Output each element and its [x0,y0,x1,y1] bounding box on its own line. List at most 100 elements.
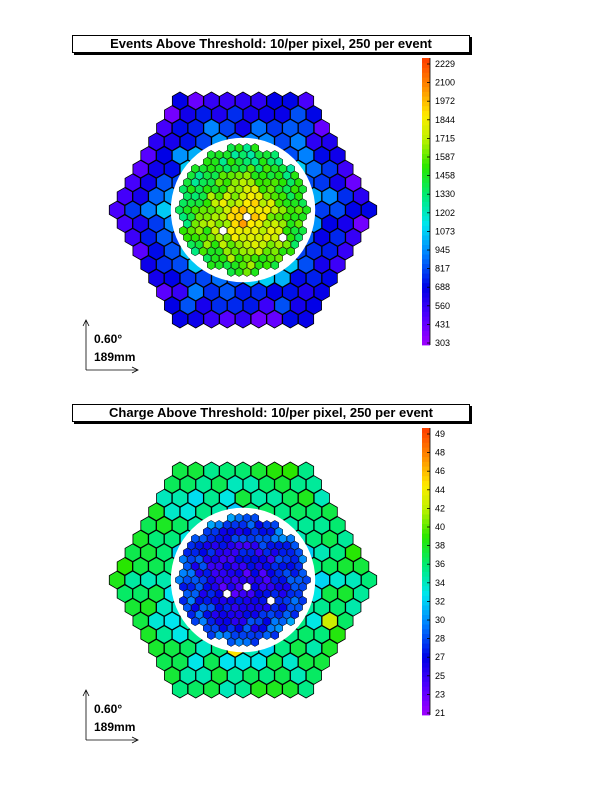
camera-pixel-inner [226,212,236,222]
camera-pixel-outer [298,91,315,111]
camera-pixel-outer [156,146,173,165]
camera-pixel-outer [266,652,283,672]
camera-pixel-inner [219,568,228,578]
camera-pixel-inner [219,170,228,181]
color-scale-segment [422,686,430,692]
camera-pixel-inner [298,184,307,194]
camera-pixel-outer [171,652,188,672]
camera-pixel-inner [286,232,295,243]
color-scale-segment [422,182,430,188]
camera-pixel-inner [187,596,196,606]
camera-pixel-inner [246,602,256,613]
camera-pixel-inner [226,568,236,578]
camera-pixel-inner [199,616,208,627]
camera-pixel-outer [337,187,354,206]
camera-pixel-inner [175,575,184,585]
color-scale-segment [422,120,430,126]
camera-pixel-outer [337,584,354,603]
camera-pixel-inner [195,198,204,208]
color-scale-tick-label: 817 [435,264,450,274]
camera-pixel-inner [294,589,303,599]
camera-pixel-outer [140,200,157,220]
camera-pixel-inner [242,157,252,167]
color-scale-segment [422,542,430,548]
camera-pixel-outer [305,666,322,685]
camera-pixel-inner [266,527,275,537]
camera-pixel-inner [207,246,216,257]
color-scale-segment [422,239,430,245]
camera-pixel-inner [258,253,267,263]
camera-pixel-inner [262,191,271,201]
camera-pixel-inner [242,623,252,633]
camera-pixel-inner [238,150,248,160]
color-scale-segment [422,466,430,472]
camera-pixel-inner [215,602,224,613]
camera-pixel-outer [227,475,244,494]
camera-pixel-inner [195,596,204,606]
camera-pixel-outer [203,91,220,111]
camera-pixel-inner [250,239,260,250]
camera-pixel-inner [230,163,240,174]
camera-pixel-inner [211,568,220,578]
camera-pixel-outer [116,214,133,233]
color-scale-tick-label: 49 [435,429,445,439]
camera-pixel-inner [230,589,240,599]
camera-pixel-inner [175,205,184,215]
camera-pixel-inner [262,246,271,257]
camera-pixel-inner [294,177,303,188]
camera-pixel-outer [156,228,173,247]
color-scale-tick-label: 30 [435,615,445,625]
camera-pixel-inner [262,163,271,174]
camera-pixel-inner [298,198,307,208]
camera-pixel-inner [282,170,291,181]
color-scale-segment [422,528,430,534]
camera-pixel-inner [294,232,303,243]
color-scale-segment [422,340,430,346]
camera-pixel-inner [258,554,267,564]
camera-pixel-inner [230,219,240,229]
camera-pixel-inner [226,596,236,606]
camera-pixel-inner [274,609,283,620]
camera-pixel-inner [226,253,236,263]
camera-pixel-inner [262,520,271,530]
camera-pixel-inner [298,554,307,564]
camera-pixel-outer [313,488,330,508]
camera-pixel-outer [187,118,204,138]
color-scale-tick-label: 431 [435,319,450,329]
color-scale-segment [422,96,430,102]
camera-pixel-inner [274,540,283,551]
camera-pixel-outer [156,282,173,302]
camera-pixel-outer [313,173,330,192]
camera-pixel-inner [191,205,200,215]
camera-pixel-outer [140,516,157,535]
camera-pixel-inner [223,630,232,640]
color-scale-tick-label: 32 [435,596,445,606]
camera-pixel-inner [211,609,220,620]
camera-pixel-inner [238,520,248,530]
camera-pixel-inner [207,575,216,585]
camera-pixel-inner [278,191,287,201]
camera-pixel-outer [329,625,346,644]
camera-pixel-inner [250,623,260,633]
camera-pixel-inner [187,198,196,208]
camera-pixel-outer [298,679,315,699]
camera-pixel-inner [226,226,236,236]
camera-pixel-inner [230,520,240,530]
camera-pixel-inner [238,232,248,243]
camera-pixel-inner [286,616,295,627]
camera-pixel-outer [329,173,346,192]
camera-pixel-inner [234,527,244,537]
color-scale-tick-label: 1972 [435,96,455,106]
color-scale-segment [422,461,430,467]
color-scale-segment [422,638,430,644]
color-scale-tick-label: 1073 [435,226,455,236]
camera-pixel-inner [250,554,260,564]
camera-pixel-inner [203,157,212,167]
color-scale-segment [422,191,430,198]
camera-pixel-outer [313,652,330,672]
camera-pixel-outer [140,625,157,644]
camera-pixel-inner [230,232,240,243]
camera-pixel-outer [234,461,252,481]
camera-pixel-inner [254,561,263,571]
camera-pixel-inner [191,177,200,188]
